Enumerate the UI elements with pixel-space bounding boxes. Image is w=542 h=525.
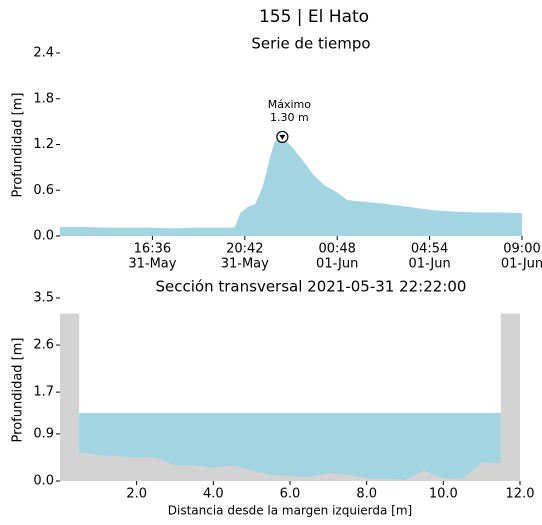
y-tick-label: 1.8 [33, 91, 54, 106]
x-tick-label: 12.0 [506, 487, 535, 502]
page-title: 155 | El Hato [259, 7, 369, 27]
y-tick-label: 0.6 [33, 183, 54, 198]
y-tick-label: 0.0 [33, 229, 54, 244]
y-tick-label: 0.9 [33, 426, 54, 441]
x-tick-label: 31-May [221, 257, 269, 272]
x-tick-label: 04:54 [411, 242, 448, 257]
x-tick-label: 2.0 [126, 487, 147, 502]
y-tick-label: 3.5 [33, 291, 54, 306]
x-axis-label: Distancia desde la margen izquierda [m] [168, 504, 412, 518]
y-tick-label: 1.7 [33, 385, 54, 400]
x-tick-label: 01-Jun [316, 257, 358, 272]
max-marker-triangle [279, 134, 286, 140]
y-tick-label: 2.4 [33, 46, 54, 61]
chart-title: Sección transversal 2021-05-31 22:22:00 [156, 278, 467, 296]
x-tick-label: 10.0 [429, 487, 458, 502]
annotation: 1.30 m [270, 111, 309, 124]
x-tick-label: 16:36 [134, 242, 171, 257]
x-tick-label: 00:48 [318, 242, 355, 257]
y-tick-label: 1.2 [33, 137, 54, 152]
x-tick-label: 8.0 [356, 487, 377, 502]
terrain [60, 313, 520, 481]
x-tick-label: 20:42 [226, 242, 263, 257]
x-tick-label: 01-Jun [408, 257, 450, 272]
chart-title: Serie de tiempo [251, 35, 370, 53]
y-tick-label: 2.6 [33, 338, 54, 353]
y-axis-label: Profundidad [m] [11, 338, 26, 443]
x-tick-label: 09:00 [503, 242, 540, 257]
x-tick-label: 01-Jun [501, 257, 542, 272]
x-tick-label: 6.0 [280, 487, 301, 502]
x-tick-label: 4.0 [203, 487, 224, 502]
area [60, 136, 522, 236]
y-axis-label: Profundidad [m] [11, 93, 26, 198]
x-tick-label: 31-May [128, 257, 176, 272]
annotation: Máximo [268, 98, 312, 111]
y-tick-label: 0.0 [33, 474, 54, 489]
